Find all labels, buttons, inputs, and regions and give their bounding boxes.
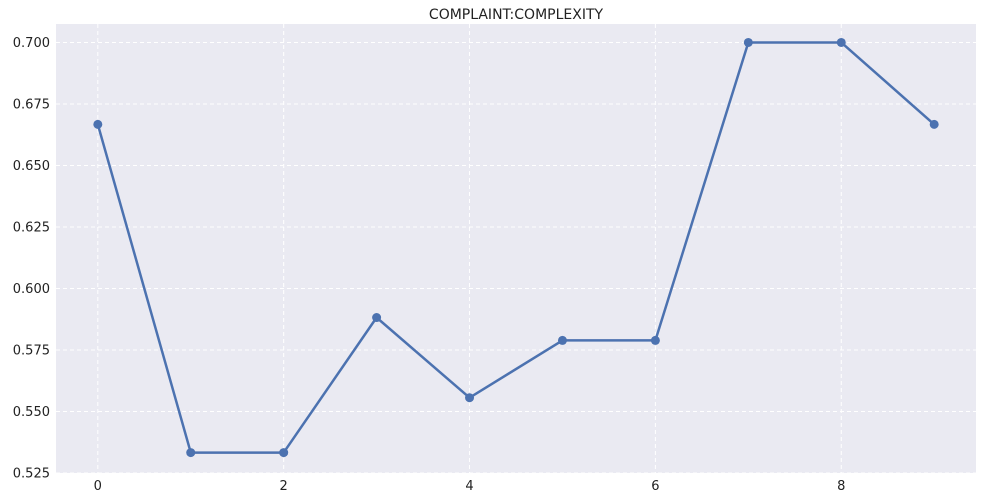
y-tick-label: 0.625	[13, 220, 50, 235]
y-tick-label: 0.650	[13, 159, 50, 174]
data-point	[279, 448, 289, 458]
y-tick-label: 0.675	[13, 97, 50, 112]
data-point	[929, 119, 939, 129]
series-line	[96, 41, 936, 454]
y-tick-label: 0.525	[13, 467, 50, 482]
data-point	[557, 335, 567, 345]
data-point	[186, 448, 196, 458]
data-point	[372, 313, 382, 323]
x-axis-ticks: 0 2 4 6 8	[94, 479, 846, 492]
y-tick-label: 0.575	[13, 343, 50, 358]
chart-title: COMPLAINT:COMPLEXITY	[429, 7, 604, 23]
data-point	[650, 335, 660, 345]
data-point	[743, 37, 753, 47]
x-tick-label: 4	[465, 479, 473, 492]
x-tick-label: 0	[94, 479, 102, 492]
y-tick-label: 0.700	[13, 36, 50, 51]
data-point	[465, 393, 475, 403]
y-axis-ticks: 0.525 0.550 0.575 0.600 0.625 0.650 0.675 0.700	[13, 36, 50, 482]
data-point	[93, 119, 103, 129]
x-tick-label: 8	[837, 479, 845, 492]
x-tick-label: 2	[280, 479, 288, 492]
plot-background	[56, 24, 976, 473]
y-tick-label: 0.550	[13, 405, 50, 420]
data-point	[836, 37, 846, 47]
series-layer	[93, 37, 939, 458]
y-tick-label: 0.600	[13, 282, 50, 297]
x-tick-label: 6	[651, 479, 659, 492]
